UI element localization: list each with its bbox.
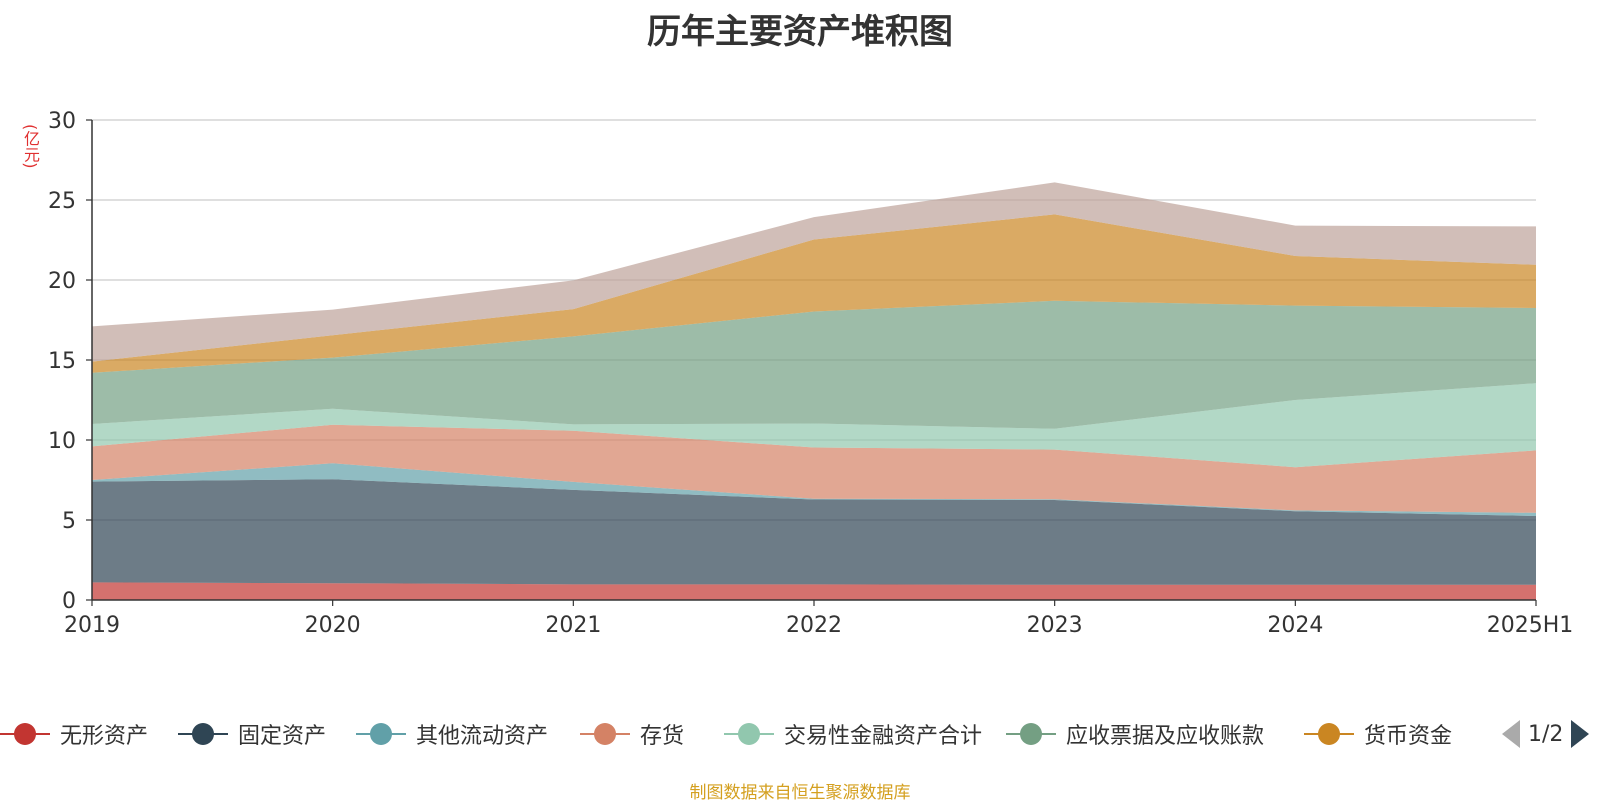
area-series-0: [92, 582, 1536, 600]
legend-item[interactable]: 货币资金: [1304, 714, 1452, 754]
x-tick-label: 2021: [545, 613, 601, 638]
legend-marker-icon: [1006, 723, 1056, 745]
stacked-area-chart: 0 5 10 15 20 25 30 2019 2020 2021 2022 2023 2024 202…: [48, 109, 1573, 638]
legend-label: 交易性金融资产合计: [784, 724, 983, 749]
x-tick-label: 2022: [786, 613, 842, 638]
legend-item[interactable]: 存货: [580, 714, 684, 754]
legend-label: 固定资产: [238, 724, 327, 749]
y-tick-label: 20: [48, 269, 76, 294]
area-series-3: [92, 424, 1536, 513]
legend-item[interactable]: 无形资产: [0, 714, 148, 754]
y-axis-unit-label: (亿元): [21, 123, 40, 169]
area-series-5: [92, 300, 1536, 429]
legend-marker-icon: [724, 723, 774, 745]
legend-marker-icon: [356, 723, 406, 745]
y-tick-label: 15: [48, 349, 76, 374]
legend-pager: 1/2: [1502, 714, 1590, 754]
y-tick-label: 30: [48, 109, 76, 134]
x-tick-label: 2019: [64, 613, 120, 638]
legend-marker-icon: [1304, 723, 1354, 745]
legend-label: 存货: [640, 724, 685, 749]
legend-item[interactable]: 应收票据及应收账款: [1006, 714, 1264, 754]
legend-item[interactable]: 其他流动资产: [356, 714, 548, 754]
triangle-right-icon[interactable]: [1571, 720, 1590, 748]
y-tick-labels: 0 5 10 15 20 25 30: [48, 109, 76, 614]
x-tick-label: 2023: [1027, 613, 1083, 638]
x-tick-label: 2025H1: [1487, 613, 1574, 638]
area-series-2: [92, 463, 1536, 516]
area-series-4: [92, 383, 1536, 468]
y-tick-label: 5: [62, 509, 76, 534]
legend-label: 无形资产: [60, 724, 149, 749]
legend-item[interactable]: 交易性金融资产合计: [724, 714, 982, 754]
x-tick-label: 2024: [1267, 613, 1323, 638]
legend-page-indicator: 1/2: [1528, 721, 1564, 747]
legend-label: 其他流动资产: [416, 724, 549, 749]
area-series-6: [92, 214, 1536, 373]
triangle-left-icon[interactable]: [1502, 720, 1520, 748]
legend-item[interactable]: 固定资产: [178, 714, 326, 754]
y-tick-label: 25: [48, 189, 76, 214]
legend: 无形资产 固定资产 其他流动资产 存货 交易性金融资产合计 应收票据及应收账款 货币资金: [0, 714, 1600, 754]
legend-label: 应收票据及应收账款: [1066, 724, 1265, 749]
area-series-7: [92, 182, 1536, 362]
y-tick-label: 0: [62, 589, 76, 614]
chart-title: 历年主要资产堆积图: [647, 12, 953, 52]
legend-marker-icon: [580, 723, 630, 745]
y-tick-label: 10: [48, 429, 76, 454]
legend-marker-icon: [0, 723, 50, 745]
x-tick-label: 2020: [305, 613, 361, 638]
area-series: [92, 182, 1536, 600]
legend-label: 货币资金: [1364, 724, 1453, 749]
legend-marker-icon: [178, 723, 228, 745]
data-source-note: 制图数据来自恒生聚源数据库: [689, 783, 911, 803]
x-tick-labels: 2019 2020 2021 2022 2023 2024 2025H1: [64, 600, 1573, 638]
